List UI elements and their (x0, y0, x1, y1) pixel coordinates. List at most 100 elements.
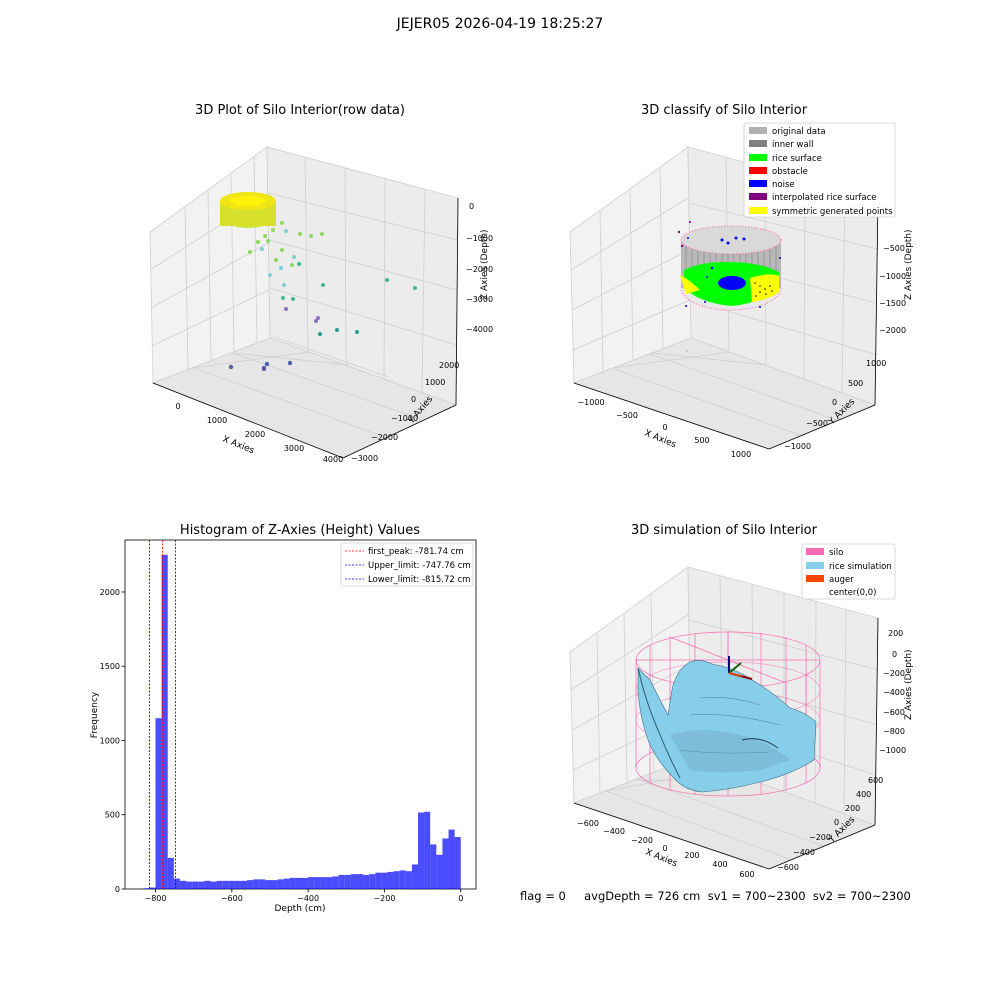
histogram-ytick-label: 2000 (100, 588, 120, 597)
classify-3d-plot: −1000 −500 0 500 1000 −1000 −500 0 500 1… (569, 122, 914, 459)
histogram-bar (186, 881, 193, 889)
histogram-bar (265, 880, 272, 889)
classify-x-ticks: −1000 −500 0 500 1000 (577, 398, 751, 459)
sim-x-ticks: −600 −400 −200 0 200 400 600 (577, 819, 755, 879)
histogram-ytick-label: 500 (105, 811, 120, 820)
histogram-bar (234, 880, 241, 889)
legend-swatch-symmetric (749, 207, 767, 214)
classify-ytick: 1000 (866, 359, 886, 368)
histogram-bar (308, 877, 315, 889)
raw-xtick: 1000 (207, 416, 227, 425)
histogram-ytick-label: 0 (115, 885, 120, 894)
histogram-bar (381, 872, 388, 889)
legend-swatch-rice-surface (749, 154, 767, 161)
sim-ztick: −400 (883, 688, 905, 697)
histogram-bar (210, 881, 217, 889)
histogram-ylabel: Frequency (90, 691, 100, 738)
classify-ztick: −2000 (879, 326, 906, 335)
classify-ztick: −1000 (879, 272, 906, 281)
raw-ytick: −2000 (371, 433, 398, 442)
legend-swatch-auger (806, 575, 824, 582)
classify-legend: original data inner wall rice surface ob… (743, 122, 896, 218)
raw-ytick: 0 (411, 395, 416, 404)
classify-ytick: −1000 (784, 442, 811, 451)
histogram-bar (344, 874, 351, 889)
legend-swatch-obstacle (749, 167, 767, 174)
legend-label: first_peak: -781.74 cm (368, 547, 464, 557)
histogram-xtick-label: −600 (221, 894, 243, 903)
raw-ztick: −3000 (466, 295, 493, 304)
histogram-bar (155, 718, 162, 889)
raw-ytick: 1000 (425, 378, 445, 387)
figure-title: JEJER05 2026-04-19 18:25:27 (396, 16, 604, 32)
sim-ztick: 200 (888, 629, 903, 638)
histogram-bar (320, 877, 327, 889)
histogram-bar (369, 874, 376, 889)
sim-xtick: 0 (662, 844, 667, 853)
legend-swatch-rice-simulation (806, 562, 824, 569)
simulation-3d-plot: −600 −400 −200 0 200 400 600 −600 −400 −… (569, 543, 914, 879)
classify-xtick: 1000 (731, 450, 751, 459)
raw-xtick: 0 (175, 402, 180, 411)
sim-ztick: −800 (883, 727, 905, 736)
histogram-xtick-label: 0 (458, 894, 463, 903)
histogram-bar (411, 864, 419, 889)
status-footer: flag = 0 avgDepth = 726 cm sv1 = 700~230… (520, 889, 911, 903)
histogram-bar (302, 877, 309, 889)
classify-xlabel: X Axies (643, 429, 678, 451)
sim-ytick: −400 (793, 848, 815, 857)
histogram-bar (436, 854, 443, 889)
histogram-xtick-label: −200 (373, 894, 395, 903)
sim-ytick: 200 (845, 804, 860, 813)
sim-ztick: −200 (883, 669, 905, 678)
raw-ytick: −3000 (351, 454, 378, 463)
sim-xtick: −400 (603, 827, 625, 836)
histogram-xtick-label: −400 (297, 894, 319, 903)
histogram-plot: −800 −600 −400 −200 0 0 500 1000 1500 2000 Depth… (90, 539, 477, 914)
histogram-bar (454, 837, 461, 889)
legend-label: Lower_limit: -815.72 cm (368, 575, 470, 585)
raw-zlabel: Z Axies (Depth) (480, 229, 490, 300)
sim-xtick: 200 (684, 851, 699, 860)
simulation-legend: silo rice simulation auger center(0,0) (801, 543, 896, 600)
legend-label: original data (772, 127, 826, 137)
histogram-bar (204, 880, 211, 889)
sim-xlabel: X Axies (644, 848, 679, 870)
legend-label: Upper_limit: -747.76 cm (368, 561, 471, 571)
histogram-bar (247, 880, 254, 889)
histogram-bar (326, 877, 333, 889)
histogram-bar (332, 876, 339, 889)
histogram-bar (393, 871, 400, 889)
histogram-bar (338, 874, 345, 889)
classify-zlabel: Z Axies (Depth) (904, 229, 914, 300)
histogram-reference-lines (149, 540, 176, 889)
classify-y-ticks: −1000 −500 0 500 1000 (784, 359, 886, 451)
classify-ztick: −500 (883, 244, 905, 253)
histogram-bar (442, 838, 449, 889)
histogram-bar (173, 878, 180, 889)
histogram-bar (192, 881, 199, 889)
raw-y-ticks: −3000 −2000 −1000 0 1000 2000 (351, 361, 459, 463)
histogram-bar (143, 888, 150, 889)
legend-label: symmetric generated points (772, 207, 893, 217)
legend-label: interpolated rice surface (772, 193, 877, 203)
histogram-bar (405, 871, 412, 889)
classify-ytick: 500 (848, 379, 863, 388)
histogram-bar (179, 880, 187, 889)
sim-ytick: −200 (809, 833, 831, 842)
histogram-bar (289, 877, 296, 889)
histogram-ytick-label: 1500 (100, 662, 120, 671)
histogram-bar (222, 880, 229, 889)
sim-xtick: 600 (739, 870, 754, 879)
rice-simulation-surface (637, 660, 817, 793)
sim-ytick: 600 (868, 776, 883, 785)
sim-zlabel: Z Axies (Depth) (904, 649, 914, 720)
histogram-ytick-label: 1000 (100, 736, 120, 745)
raw-ytick: 2000 (439, 361, 459, 370)
histogram-bar (240, 880, 248, 889)
raw-ztick: −1000 (466, 234, 493, 243)
histogram-bar (314, 877, 321, 889)
histogram-bar (387, 871, 394, 889)
classify-plot-title: 3D classify of Silo Interior (640, 103, 808, 118)
